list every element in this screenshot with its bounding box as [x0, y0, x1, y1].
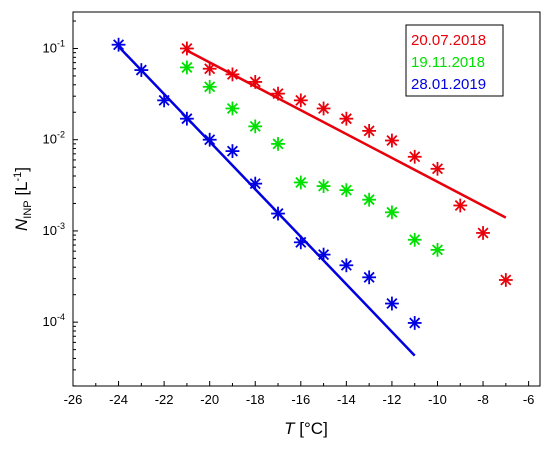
x-tick-label: -12 [383, 392, 402, 407]
data-point-series-1 [180, 41, 194, 56]
fit-line-1 [186, 49, 507, 219]
x-tick-label: -22 [155, 392, 174, 407]
fit-line-3 [117, 45, 416, 357]
fit-lines [117, 45, 507, 357]
legend-label-3: 28.01.2019 [411, 76, 486, 93]
x-tick-label: -20 [200, 392, 219, 407]
data-point-series-1 [385, 133, 399, 148]
data-point-series-2 [293, 175, 308, 190]
y-tick-label: 10-3 [43, 221, 65, 238]
data-points [111, 37, 513, 330]
data-point-series-2 [202, 79, 217, 94]
x-tick-label: -18 [246, 392, 265, 407]
data-point-series-3 [362, 270, 377, 285]
data-point-series-2 [385, 205, 399, 220]
y-tick-label: 10-4 [43, 312, 65, 329]
data-point-series-1 [498, 273, 513, 287]
data-point-series-1 [293, 93, 308, 108]
data-point-series-1 [476, 226, 490, 240]
data-point-series-2 [271, 136, 285, 151]
y-tick-label: 10-1 [43, 38, 65, 55]
data-point-series-2 [225, 101, 240, 116]
data-point-series-1 [225, 67, 240, 82]
legend-box [405, 24, 504, 97]
data-point-series-2 [180, 60, 194, 75]
data-point-series-3 [111, 37, 126, 52]
data-point-series-1 [453, 198, 468, 213]
x-tick-label: -6 [523, 392, 535, 407]
data-point-series-3 [316, 247, 331, 262]
data-point-series-3 [339, 258, 354, 273]
legend-label-1: 20.07.2018 [411, 32, 486, 49]
data-point-series-3 [225, 144, 240, 159]
data-point-series-1 [362, 123, 377, 138]
data-point-series-3 [180, 111, 194, 126]
data-point-series-3 [271, 206, 285, 221]
y-axis-title: NINP [L-1] [12, 167, 34, 231]
data-point-series-1 [271, 86, 285, 101]
data-point-series-1 [430, 161, 445, 176]
data-point-series-3 [248, 176, 263, 191]
data-point-series-2 [362, 192, 377, 207]
data-point-series-3 [385, 296, 399, 311]
x-tick-label: -14 [337, 392, 356, 407]
legend-label-2: 19.11.2018 [411, 54, 485, 71]
data-point-series-1 [248, 75, 263, 89]
x-tick-label: -26 [64, 392, 83, 407]
data-point-series-3 [134, 63, 149, 77]
data-point-series-3 [293, 235, 308, 250]
data-point-series-2 [430, 242, 445, 257]
y-tick-label: 10-2 [43, 130, 65, 147]
data-point-series-1 [339, 111, 354, 126]
x-axis-title: T [°C] [284, 419, 328, 438]
y-axis-ticks: 10-4 10-3 10-2 10-1 [43, 20, 78, 387]
data-point-series-1 [407, 149, 422, 164]
data-point-series-3 [157, 93, 172, 108]
x-tick-label: -24 [109, 392, 128, 407]
data-point-series-2 [248, 119, 263, 134]
x-tick-label: -16 [291, 392, 310, 407]
legend: 20.07.2018 19.11.2018 28.01.2019 [405, 24, 504, 97]
data-point-series-2 [316, 179, 331, 194]
x-tick-label: -8 [477, 392, 489, 407]
data-point-series-1 [202, 61, 217, 76]
data-point-series-2 [407, 232, 422, 247]
data-point-series-2 [339, 183, 354, 198]
data-point-series-3 [407, 316, 422, 330]
data-point-series-1 [316, 101, 331, 116]
x-axis-ticks: -26 -24 -22 -20 -18 -16 -14 -12 -10 -8 -6 [64, 381, 535, 407]
data-point-series-3 [202, 132, 217, 147]
x-tick-label: -10 [428, 392, 447, 407]
